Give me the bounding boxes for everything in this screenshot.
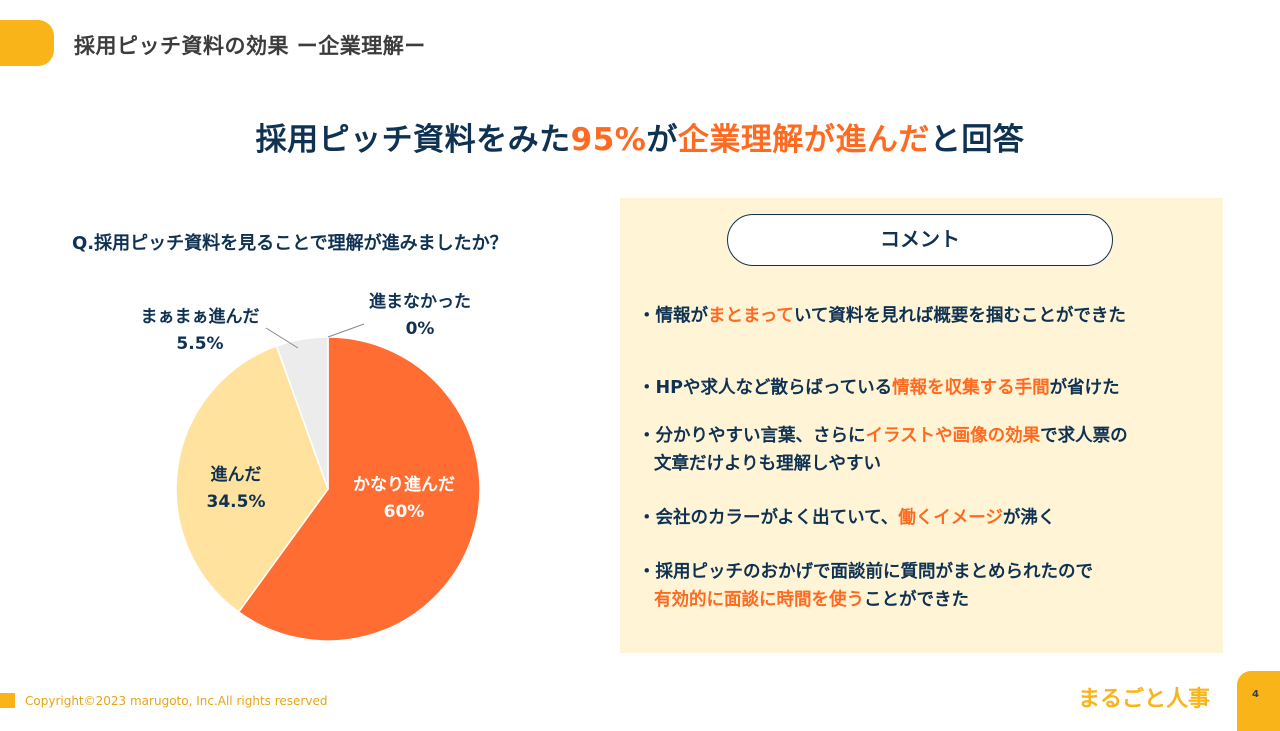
comment-highlight: まとまって xyxy=(708,306,794,326)
pie-leader-3 xyxy=(327,323,365,338)
comment-highlight: 働くイメージ xyxy=(898,508,1003,528)
comment-line: ・HPや求人など散らばっている情報を収集する手間が省けた xyxy=(638,374,1218,402)
pie-label-0: かなり進んだ xyxy=(353,475,455,495)
page-number-tab xyxy=(1237,671,1280,731)
pie-label-1: 進んだ xyxy=(211,465,262,485)
brand-logo-text: まるごと人事 xyxy=(1078,687,1211,712)
headline-part: が xyxy=(646,122,678,158)
page-header-title: 採用ピッチ資料の効果 ー企業理解ー xyxy=(74,34,426,58)
page-number: 4 xyxy=(1252,689,1259,700)
comment-highlight: 有効的に面談に時間を使う xyxy=(654,590,864,610)
pie-leader-2 xyxy=(265,327,299,349)
pie-slice-1 xyxy=(175,345,329,614)
comment-line: 有効的に面談に時間を使うことができた xyxy=(638,586,1218,614)
comment-line: 文章だけよりも理解しやすい xyxy=(638,450,1218,478)
comment-text: が沸く xyxy=(1002,508,1056,528)
comment-item: ・分かりやすい言葉、さらにイラストや画像の効果で求人票の文章だけよりも理解しやす… xyxy=(638,422,1218,478)
pie-slice-2 xyxy=(275,336,329,490)
comment-item: ・会社のカラーがよく出ていて、働くイメージが沸く xyxy=(638,504,1218,532)
comment-text: ・HPや求人など散らばっている xyxy=(638,378,893,398)
survey-question: Q.採用ピッチ資料を見ることで理解が進みましたか？ xyxy=(72,233,508,254)
comment-item: ・HPや求人など散らばっている情報を収集する手間が省けた xyxy=(638,374,1218,402)
comment-line: ・分かりやすい言葉、さらにイラストや画像の効果で求人票の xyxy=(638,422,1218,450)
comment-title-pill: コメント xyxy=(727,214,1113,266)
pie-value-1: 34.5% xyxy=(207,492,266,512)
pie-label-3: 進まなかった xyxy=(369,292,471,312)
copyright-text: Copyright©2023 marugoto, Inc.All rights … xyxy=(25,694,328,708)
comment-text: で求人票の xyxy=(1040,426,1128,446)
comment-item: ・採用ピッチのおかげで面談前に質問がまとめられたので有効的に面談に時間を使うこと… xyxy=(638,558,1218,614)
comment-item: ・情報がまとまっていて資料を見れば概要を掴むことができた xyxy=(638,302,1218,330)
pie-value-2: 5.5% xyxy=(176,334,223,354)
comment-highlight: イラストや画像の効果 xyxy=(865,426,1041,446)
headline: 採用ピッチ資料をみた95%が企業理解が進んだと回答 xyxy=(0,114,1280,159)
pie-slice-0 xyxy=(237,336,481,642)
comment-text: ・分かりやすい言葉、さらに xyxy=(638,426,866,446)
comment-text: いて資料を見れば概要を掴むことができた xyxy=(793,306,1126,326)
pie-value-3: 0% xyxy=(406,319,435,339)
headline-part: 採用ピッチ資料をみた xyxy=(255,122,571,158)
comment-line: ・採用ピッチのおかげで面談前に質問がまとめられたので xyxy=(638,558,1218,586)
comment-highlight: 情報を収集する手間 xyxy=(892,378,1050,398)
headline-part: と回答 xyxy=(929,122,1025,158)
pie-chart: かなり進んだ 60% 進んだ 34.5% まぁまぁ進んだ 5.5% 進まなかった 0% xyxy=(141,292,481,642)
footer-square xyxy=(0,693,15,708)
comment-line: ・情報がまとまっていて資料を見れば概要を掴むことができた xyxy=(638,302,1218,330)
comment-line: ・会社のカラーがよく出ていて、働くイメージが沸く xyxy=(638,504,1218,532)
comment-text: ・採用ピッチのおかげで面談前に質問がまとめられたので xyxy=(638,562,1093,582)
comment-text: ことができた xyxy=(864,590,969,610)
headline-highlight-percent: 95% xyxy=(570,122,647,158)
headline-highlight-phrase: 企業理解が進んだ xyxy=(677,122,930,158)
comment-text: ・会社のカラーがよく出ていて、 xyxy=(638,508,899,528)
comment-text: ・情報が xyxy=(638,306,708,326)
pie-label-2: まぁまぁ進んだ xyxy=(141,307,260,327)
pie-value-0: 60% xyxy=(384,502,425,522)
comment-text: が省けた xyxy=(1049,378,1120,398)
comment-panel: コメント ・情報がまとまっていて資料を見れば概要を掴むことができた ・HPや求人な… xyxy=(620,198,1223,653)
header-corner-tab xyxy=(0,20,54,66)
comment-text: 文章だけよりも理解しやすい xyxy=(654,454,881,474)
